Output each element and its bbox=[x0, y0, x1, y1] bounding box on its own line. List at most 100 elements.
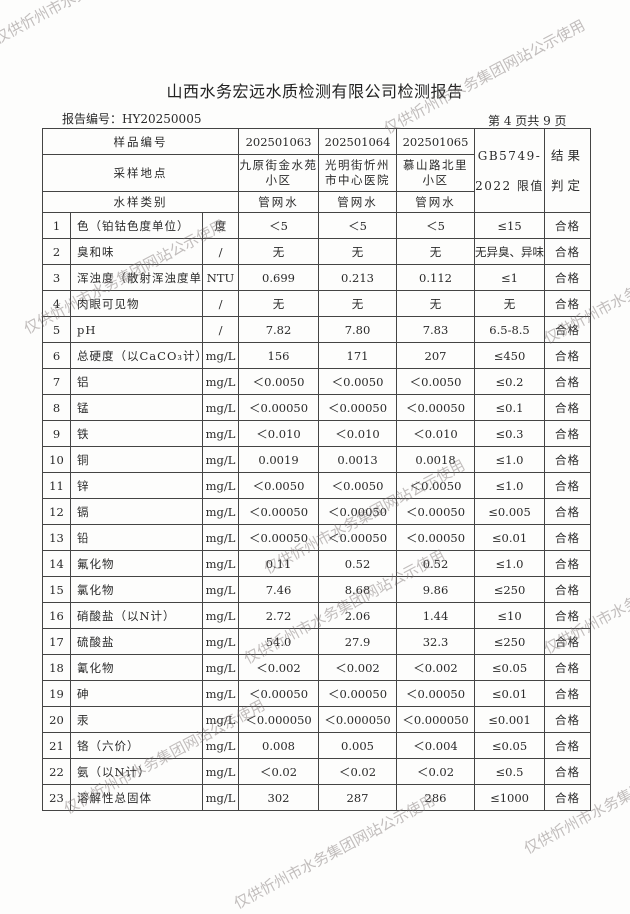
value-3: ＜0.0050 bbox=[396, 472, 476, 499]
value-3: ＜0.000050 bbox=[396, 706, 476, 733]
unit: mg/L bbox=[201, 758, 240, 785]
value-3: 286 bbox=[396, 784, 476, 811]
value-1: ＜0.02 bbox=[238, 758, 320, 785]
unit: mg/L bbox=[201, 784, 240, 811]
item-no: 21 bbox=[42, 732, 71, 759]
item-no: 4 bbox=[42, 290, 71, 317]
value-1: ＜0.00050 bbox=[238, 498, 320, 525]
unit: / bbox=[201, 238, 240, 265]
value-3: ＜0.004 bbox=[396, 732, 476, 759]
value-2: ＜0.0050 bbox=[318, 368, 398, 395]
value-3: 0.52 bbox=[396, 550, 476, 577]
value-1: ＜0.010 bbox=[238, 420, 320, 447]
report-title: 山西水务宏远水质检测有限公司检测报告 bbox=[166, 82, 464, 101]
item-name: 氰化物 bbox=[70, 654, 203, 681]
item-name: 硝酸盐（以N计） bbox=[70, 602, 203, 629]
limit: ≤0.1 bbox=[474, 394, 546, 421]
unit: / bbox=[201, 290, 240, 317]
value-1: 7.82 bbox=[238, 316, 320, 343]
item-no: 2 bbox=[42, 238, 71, 265]
site-1: 九原街金水苑小区 bbox=[238, 154, 320, 192]
item-name: 总硬度（以CaCO₃计） bbox=[70, 342, 203, 369]
value-1: 无 bbox=[238, 238, 320, 265]
item-no: 7 bbox=[42, 368, 71, 395]
value-2: 171 bbox=[318, 342, 398, 369]
value-1: ＜5 bbox=[238, 212, 320, 239]
value-2: 7.80 bbox=[318, 316, 398, 343]
value-2: ＜0.00050 bbox=[318, 680, 398, 707]
table-row: 2 臭和味 / 无无无无异臭、异味 合格 bbox=[42, 238, 592, 265]
unit: mg/L bbox=[201, 342, 240, 369]
table-row: 16 硝酸盐（以N计） mg/L 2.72 2.06 1.44 ≤10 合格 bbox=[42, 602, 592, 629]
unit: mg/L bbox=[201, 368, 240, 395]
item-name: 锰 bbox=[70, 394, 203, 421]
result: 合格 bbox=[544, 342, 592, 369]
header-row-site: 采样地点 九原街金水苑小区 光明街忻州市中心医院 慕山路北里小区 bbox=[41, 154, 591, 192]
value-1: ＜0.00050 bbox=[238, 524, 320, 551]
item-name: 铝 bbox=[70, 368, 203, 395]
item-no: 9 bbox=[42, 420, 71, 447]
unit: / bbox=[201, 316, 240, 343]
table-row: 10 铜 mg/L 0.0019 0.0013 0.0018 ≤1.0 合格 bbox=[42, 446, 592, 473]
value-1: 无 bbox=[238, 290, 320, 317]
limit: ≤0.2 bbox=[474, 368, 546, 395]
value-1: ＜0.0050 bbox=[238, 368, 320, 395]
value-2: ＜0.00050 bbox=[318, 394, 398, 421]
item-name: 氯化物 bbox=[70, 576, 203, 603]
limit: 无 bbox=[474, 290, 546, 317]
table-row: 17 硫酸盐 mg/L 54.0 27.9 32.3 ≤250 合格 bbox=[42, 628, 592, 655]
site-2: 光明街忻州市中心医院 bbox=[318, 154, 398, 192]
limit: ≤1.0 bbox=[474, 550, 546, 577]
report-number: 报告编号：HY20250005 bbox=[62, 112, 202, 126]
item-name: 铅 bbox=[70, 524, 203, 551]
unit: mg/L bbox=[201, 602, 240, 629]
sample-no-1: 202501063 bbox=[238, 128, 320, 155]
item-no: 15 bbox=[42, 576, 71, 603]
limit: ≤1 bbox=[474, 264, 546, 291]
item-no: 22 bbox=[42, 758, 71, 785]
value-2: 27.9 bbox=[318, 628, 398, 655]
site-3: 慕山路北里小区 bbox=[396, 154, 476, 192]
item-no: 10 bbox=[42, 446, 71, 473]
type-2: 管网水 bbox=[318, 191, 398, 213]
table-row: 18 氰化物 mg/L ＜0.002 ＜0.002 ＜0.002 ≤0.05 合格 bbox=[42, 654, 592, 681]
value-1: 2.72 bbox=[238, 602, 320, 629]
item-no: 23 bbox=[42, 784, 71, 811]
value-1: 0.008 bbox=[238, 732, 320, 759]
item-name: 色（铂钴色度单位） bbox=[70, 212, 203, 239]
result: 合格 bbox=[544, 316, 592, 343]
results-table: 样品编号 202501063 202501064 202501065 GB574… bbox=[41, 128, 592, 811]
table-row: 12 镉 mg/L ＜0.00050 ＜0.00050 ＜0.00050 ≤0.005 合格 bbox=[42, 498, 592, 525]
limit: 无异臭、异味 bbox=[474, 238, 546, 265]
unit: mg/L bbox=[201, 732, 240, 759]
table-row: 14 氟化物 mg/L 0.11 0.52 0.52 ≤1.0 合格 bbox=[42, 550, 592, 577]
table-row: 22 氨（以N计） mg/L ＜0.02 ＜0.02 ＜0.02 ≤0.5 合格 bbox=[42, 758, 592, 785]
value-1: 0.699 bbox=[238, 264, 320, 291]
item-name: 铜 bbox=[70, 446, 203, 473]
type-1: 管网水 bbox=[238, 191, 320, 213]
result: 合格 bbox=[544, 784, 592, 811]
item-no: 1 bbox=[42, 212, 71, 239]
limit: ≤0.01 bbox=[474, 680, 546, 707]
limit: ≤0.05 bbox=[474, 654, 546, 681]
unit: mg/L bbox=[201, 420, 240, 447]
item-no: 14 bbox=[42, 550, 71, 577]
result: 合格 bbox=[544, 212, 592, 239]
limit: ≤0.005 bbox=[474, 498, 546, 525]
limit: ≤0.05 bbox=[474, 732, 546, 759]
value-2: 无 bbox=[318, 238, 398, 265]
limit: ≤1.0 bbox=[474, 472, 546, 499]
unit: mg/L bbox=[201, 446, 240, 473]
item-no: 16 bbox=[42, 602, 71, 629]
page-number: 第 4 页共 9 页 bbox=[488, 114, 567, 128]
table-row: 7 铝 mg/L ＜0.0050 ＜0.0050 ＜0.0050 ≤0.2 合格 bbox=[42, 368, 592, 395]
limit: ≤0.01 bbox=[474, 524, 546, 551]
value-2: ＜5 bbox=[318, 212, 398, 239]
value-2: 0.52 bbox=[318, 550, 398, 577]
value-2: ＜0.010 bbox=[318, 420, 398, 447]
result: 合格 bbox=[544, 602, 592, 629]
value-1: 0.0019 bbox=[238, 446, 320, 473]
result: 合格 bbox=[544, 290, 592, 317]
item-no: 18 bbox=[42, 654, 71, 681]
result: 合格 bbox=[544, 654, 592, 681]
